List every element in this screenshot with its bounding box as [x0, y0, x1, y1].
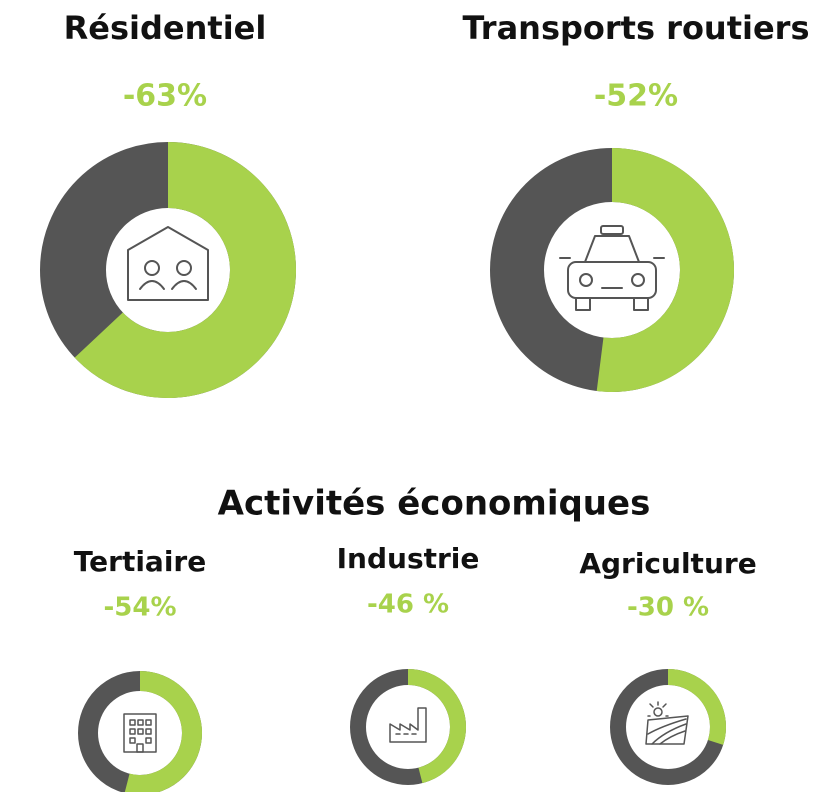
- value-label: -46 %: [367, 590, 449, 620]
- field-icon: [645, 701, 689, 745]
- factory-icon: [389, 707, 427, 743]
- donuts: [40, 142, 735, 796]
- ring-segment: [596, 148, 735, 393]
- building-icon: [123, 713, 157, 753]
- chart-title: Résidentiel: [64, 9, 267, 47]
- value-label: -52%: [594, 79, 678, 114]
- value-label: -30 %: [627, 593, 709, 623]
- chart-title: Agriculture: [579, 547, 756, 580]
- chart-title: Industrie: [337, 542, 480, 575]
- value-label: -54%: [103, 593, 176, 623]
- value-label: -63%: [123, 79, 207, 114]
- chart-title: Tertiaire: [74, 545, 206, 578]
- house-icon: [127, 226, 209, 301]
- ring-segment: [408, 669, 466, 784]
- ring-segment: [124, 671, 202, 796]
- ring-segment: [668, 669, 726, 745]
- ring-segment: [74, 142, 297, 398]
- chart-title: Transports routiers: [462, 9, 809, 47]
- section-heading: Activités économiques: [218, 484, 651, 524]
- car-icon: [559, 225, 665, 311]
